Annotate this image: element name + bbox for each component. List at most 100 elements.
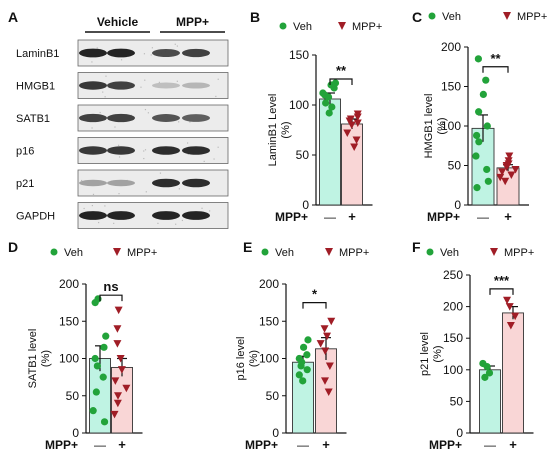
y-axis-label: p16 level <box>235 336 247 380</box>
blot-band <box>79 179 107 187</box>
x-tick-label-veh: — <box>94 438 106 452</box>
y-tick-label: 200 <box>441 40 461 54</box>
data-point-veh <box>474 55 482 63</box>
treatment-label: MPP+ <box>45 438 78 452</box>
blot-label-gapdh: GAPDH <box>16 211 55 223</box>
blot-speck <box>120 59 123 61</box>
y-tick-label: 200 <box>59 277 79 291</box>
data-point-veh <box>100 418 109 426</box>
blot-speck <box>113 222 115 224</box>
blot-speck <box>174 43 176 45</box>
significance-label: ns <box>103 279 118 294</box>
data-point-veh <box>91 354 99 363</box>
legend-label-veh: Veh <box>275 247 294 259</box>
blot-speck <box>213 158 215 160</box>
y-axis-label-unit: (%) <box>280 121 292 138</box>
x-tick-label-mpp: + <box>504 209 512 224</box>
blot-speck <box>81 179 83 182</box>
significance-bracket: *** <box>489 273 514 295</box>
blot-speck <box>189 121 191 123</box>
data-point-mpp <box>327 317 336 326</box>
data-point-veh <box>319 89 327 97</box>
panel-letter-e: E <box>243 239 252 255</box>
y-tick-label: 150 <box>441 80 461 94</box>
y-axis-label-unit: (%) <box>40 350 52 367</box>
data-point-veh <box>473 131 481 140</box>
data-point-veh <box>331 79 340 87</box>
data-point-mpp <box>114 392 123 400</box>
data-point-mpp <box>113 399 122 408</box>
data-point-veh <box>325 109 333 117</box>
data-point-veh <box>303 351 311 359</box>
bracket-line <box>329 78 353 85</box>
legend-marker-mpp <box>490 248 498 256</box>
y-tick-label: 50 <box>266 389 280 403</box>
data-point-mpp <box>110 410 119 419</box>
data-point-mpp <box>507 171 516 179</box>
blot-speck <box>175 223 177 225</box>
significance-label: * <box>312 287 318 302</box>
blot-speck <box>144 108 147 111</box>
data-point-mpp <box>114 306 123 315</box>
blot-speck <box>145 191 147 193</box>
blot-band <box>182 114 210 122</box>
panel-letter-c: C <box>412 9 422 25</box>
blot-speck <box>118 193 120 195</box>
legend-label-mpp: MPP+ <box>127 247 157 259</box>
legend-marker-mpp <box>113 248 121 256</box>
data-point-veh <box>479 359 487 368</box>
data-point-mpp <box>511 165 520 174</box>
data-point-veh <box>295 354 303 363</box>
legend: Veh MPP+ <box>426 247 534 259</box>
legend: Veh MPP+ <box>261 247 369 259</box>
data-point-mpp <box>321 347 330 356</box>
legend-label-mpp: MPP+ <box>352 21 382 33</box>
blot-label-laminb1: LaminB1 <box>16 48 59 60</box>
legend-label-mpp: MPP+ <box>504 247 534 259</box>
blot-speck <box>150 54 152 56</box>
y-tick-label: 200 <box>259 277 279 291</box>
blot-band <box>79 81 107 90</box>
data-point-veh <box>472 152 480 160</box>
blot-band <box>79 48 107 58</box>
y-tick-label: 0 <box>72 426 79 440</box>
blot-band <box>107 113 135 123</box>
data-point-veh <box>483 122 491 130</box>
data-point-veh <box>89 407 97 415</box>
blot-speck <box>217 78 219 80</box>
data-point-mpp <box>503 296 512 305</box>
blot-speck <box>140 86 142 88</box>
bracket-line <box>99 294 123 302</box>
y-axis-label-unit: (%) <box>436 117 448 134</box>
group-label: MPP+ <box>176 15 209 29</box>
y-tick-label: 150 <box>289 48 309 62</box>
legend-marker-mpp <box>338 22 346 30</box>
blot-band <box>152 114 180 122</box>
y-tick-label: 50 <box>450 394 464 408</box>
data-point-mpp <box>505 303 514 311</box>
data-point-veh <box>473 184 481 192</box>
data-point-mpp <box>346 115 355 123</box>
treatment-label: MPP+ <box>429 438 462 452</box>
data-point-mpp <box>113 340 122 348</box>
blot-band <box>79 113 107 123</box>
treatment-label: MPP+ <box>427 210 460 224</box>
legend-label-veh: Veh <box>440 247 459 259</box>
y-tick-label: 50 <box>296 148 310 162</box>
blot-speck <box>144 149 147 151</box>
blot-band <box>182 48 210 58</box>
data-point-mpp <box>116 355 125 363</box>
y-tick-label: 0 <box>272 426 279 440</box>
blot-band <box>152 82 180 89</box>
blot-band <box>152 146 180 155</box>
data-point-veh <box>479 90 487 98</box>
data-point-veh <box>475 108 483 116</box>
y-tick-label: 100 <box>443 363 463 377</box>
blot-speck <box>151 47 153 49</box>
x-tick-label-veh: — <box>324 210 336 224</box>
y-tick-label: 100 <box>289 98 309 112</box>
blot-speck <box>105 75 107 77</box>
y-tick-label: 150 <box>443 331 463 345</box>
